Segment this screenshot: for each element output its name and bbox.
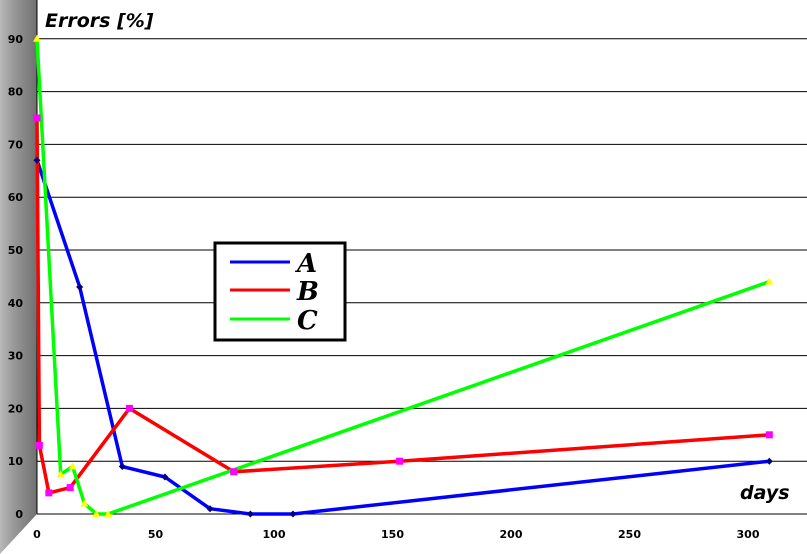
data-point-b (230, 468, 238, 476)
data-point-c (80, 499, 89, 507)
y-tick-label: 30 (8, 350, 24, 363)
data-point-c (765, 277, 774, 285)
y-tick-label: 70 (8, 138, 24, 151)
y-tick-label: 10 (8, 455, 24, 468)
data-point-a (246, 510, 254, 518)
data-point-c (33, 34, 41, 42)
x-tick-label: 300 (737, 528, 760, 541)
gridlines (37, 38, 807, 462)
data-point-a (765, 457, 773, 465)
legend: A B C (213, 241, 347, 342)
data-point-b (125, 404, 133, 412)
data-point-c (92, 510, 101, 517)
x-tick-labels: 0 50 100 150 200 250 300 (33, 528, 760, 541)
x-tick-label: 250 (618, 528, 641, 541)
legend-label-b: B (296, 277, 319, 307)
y-tick-labels: 0 10 20 30 40 50 60 70 80 90 (8, 33, 24, 521)
x-axis-title: days (740, 482, 790, 504)
data-point-a (161, 473, 169, 481)
y-axis-title: Errors [%] (45, 10, 154, 32)
y-tick-label: 90 (8, 33, 24, 46)
data-point-b (765, 431, 773, 439)
y-tick-label: 20 (8, 402, 24, 415)
data-point-a (206, 505, 214, 513)
data-point-b (66, 484, 74, 492)
data-point-a (33, 156, 41, 164)
data-point-a (289, 510, 297, 518)
x-tick-label: 150 (381, 528, 404, 541)
x-tick-label: 200 (500, 528, 523, 541)
data-point-c (56, 470, 65, 478)
y-tick-label: 50 (8, 244, 24, 257)
data-point-b (35, 441, 43, 449)
series-markers (33, 34, 774, 518)
y-tick-label: 40 (8, 297, 24, 310)
data-point-c (68, 462, 77, 470)
data-point-b (45, 489, 53, 497)
data-point-b (33, 114, 41, 122)
series-lines (35, 38, 770, 516)
data-point-c (104, 510, 113, 517)
legend-label-c: C (297, 306, 318, 336)
x-tick-label: 50 (148, 528, 164, 541)
y-tick-label: 60 (8, 191, 24, 204)
x-tick-label: 0 (33, 528, 41, 541)
legend-label-a: A (294, 249, 317, 279)
series-line-a (35, 159, 770, 516)
y-tick-label: 80 (8, 86, 24, 99)
y-tick-label: 0 (15, 508, 23, 521)
data-point-b (396, 457, 404, 465)
data-point-a (118, 462, 126, 470)
series-line-b (35, 117, 770, 495)
data-point-a (76, 283, 84, 291)
chart-side-wall (0, 0, 37, 554)
x-tick-label: 100 (263, 528, 286, 541)
